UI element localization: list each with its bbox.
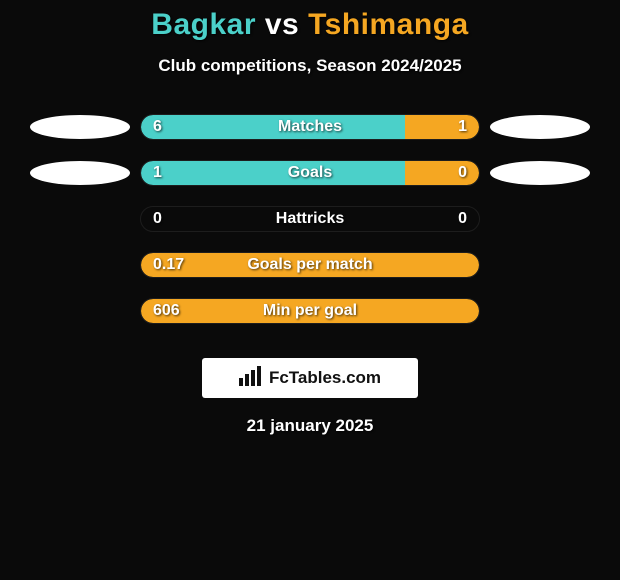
stat-row: 606 Min per goal <box>30 298 590 324</box>
title-vs: vs <box>265 8 299 41</box>
stat-value-left: 0 <box>153 210 162 228</box>
stat-bar: 1 Goals 0 <box>140 160 480 186</box>
left-marker-ellipse <box>30 207 130 231</box>
brand-text: FcTables.com <box>269 368 381 388</box>
stat-bar: 0 Hattricks 0 <box>140 206 480 232</box>
stat-row: 0 Hattricks 0 <box>30 206 590 232</box>
stat-label: Goals per match <box>247 256 372 274</box>
title-player-left: Bagkar <box>151 8 256 41</box>
left-marker-ellipse <box>30 253 130 277</box>
left-marker-ellipse <box>30 299 130 323</box>
stat-label: Hattricks <box>276 210 344 228</box>
stat-bar: 6 Matches 1 <box>140 114 480 140</box>
stat-value-left: 0.17 <box>153 256 184 274</box>
stat-value-right: 0 <box>458 164 467 182</box>
stat-value-right: 1 <box>458 118 467 136</box>
comparison-infographic: Bagkar vs Tshimanga Club competitions, S… <box>0 0 620 436</box>
left-marker-ellipse <box>30 115 130 139</box>
stat-label: Goals <box>288 164 332 182</box>
right-marker-ellipse <box>490 253 590 277</box>
stat-row: 1 Goals 0 <box>30 160 590 186</box>
date-text: 21 january 2025 <box>0 416 620 436</box>
stat-bar: 0.17 Goals per match <box>140 252 480 278</box>
stat-label: Min per goal <box>263 302 357 320</box>
brand-logo: FcTables.com <box>202 358 418 398</box>
stat-value-left: 6 <box>153 118 162 136</box>
stat-row: 6 Matches 1 <box>30 114 590 140</box>
stat-label: Matches <box>278 118 342 136</box>
title-player-right: Tshimanga <box>308 8 469 41</box>
stat-row: 0.17 Goals per match <box>30 252 590 278</box>
stat-value-left: 606 <box>153 302 180 320</box>
right-marker-ellipse <box>490 207 590 231</box>
stat-value-left: 1 <box>153 164 162 182</box>
stat-value-right: 0 <box>458 210 467 228</box>
page-title: Bagkar vs Tshimanga <box>0 8 620 42</box>
right-marker-ellipse <box>490 115 590 139</box>
right-marker-ellipse <box>490 299 590 323</box>
stat-bar: 606 Min per goal <box>140 298 480 324</box>
right-marker-ellipse <box>490 161 590 185</box>
stats-bars: 6 Matches 1 1 Goals 0 0 Hattricks 0 0.17 Goals per… <box>0 114 620 344</box>
subtitle: Club competitions, Season 2024/2025 <box>0 56 620 76</box>
bar-chart-icon <box>239 366 263 391</box>
left-marker-ellipse <box>30 161 130 185</box>
